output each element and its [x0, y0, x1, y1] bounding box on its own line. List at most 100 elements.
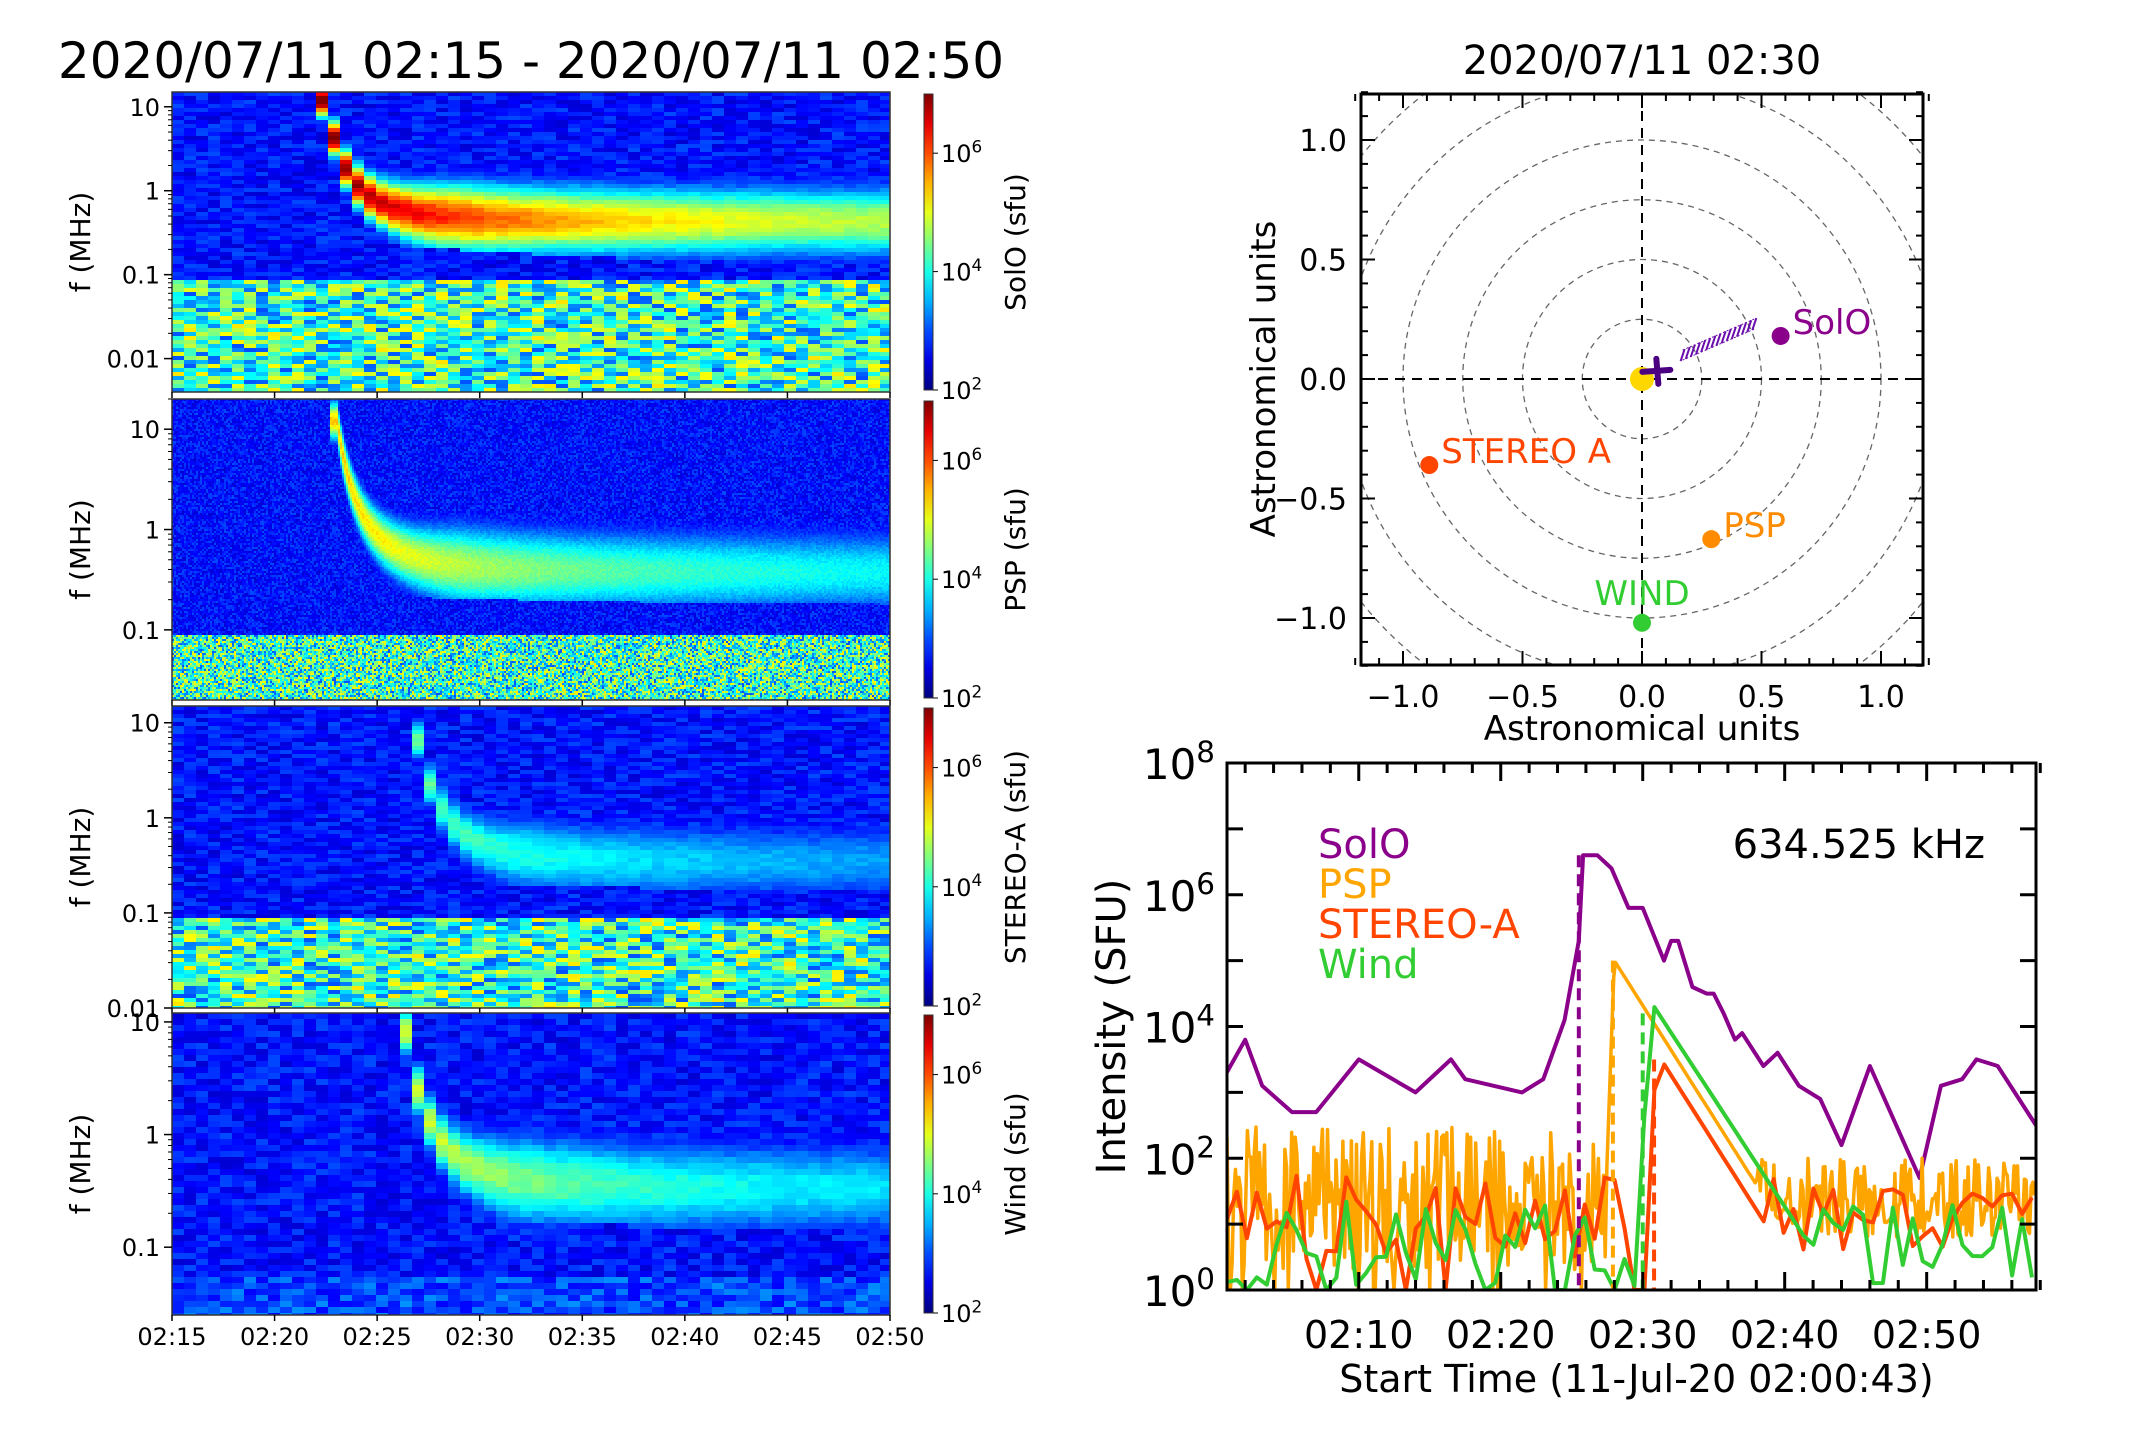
- source-track-hatch: [1679, 348, 1686, 362]
- y-tick-label: 108: [1143, 735, 1215, 789]
- source-track-hatch: [1746, 319, 1753, 333]
- colorbar-label: STEREO-A (sfu): [999, 750, 1032, 964]
- spacecraft-label: SolO: [1793, 303, 1872, 343]
- spectrogram-frame: [171, 91, 891, 393]
- legend-entry-psp: PSP: [1318, 862, 1392, 908]
- y-tick-label: 1: [145, 178, 160, 206]
- y-tick-label: 0.1: [122, 900, 160, 928]
- y-tick-label: 1: [145, 805, 160, 833]
- y-tick-label: 10: [129, 94, 160, 122]
- colorbar: [923, 400, 934, 699]
- x-tick-label: 02:45: [753, 1323, 822, 1351]
- x-tick-label: 02:30: [445, 1323, 514, 1351]
- y-tick-label: 10: [129, 1009, 160, 1037]
- colorbar-label: SolO (sfu): [999, 173, 1032, 311]
- legend-entry-wind: Wind: [1318, 942, 1419, 988]
- source-track-hatch: [1705, 337, 1712, 351]
- x-tick-label: 0.0: [1618, 680, 1666, 715]
- colorbar-tick-label: 104: [941, 255, 982, 287]
- x-tick-label: 02:30: [1588, 1313, 1698, 1357]
- y-axis-label: f (MHz): [64, 499, 97, 600]
- series-line-psp: [1227, 960, 2036, 1290]
- colorbar-label: Wind (sfu): [999, 1092, 1032, 1235]
- colorbar-tick-label: 106: [941, 1058, 982, 1090]
- x-tick-label: 02:15: [137, 1323, 206, 1351]
- x-axis-label: Astronomical units: [1484, 709, 1801, 749]
- source-track-hatch: [1730, 326, 1737, 340]
- x-tick-label: 02:20: [1446, 1313, 1556, 1357]
- source-track-hatch: [1689, 344, 1696, 357]
- source-track-hatch: [1700, 339, 1707, 353]
- y-tick-label: 0.01: [107, 995, 160, 1023]
- y-tick-label: −1.0: [1274, 602, 1347, 637]
- source-star-icon: [1639, 355, 1674, 387]
- spectrogram-psp: [172, 399, 890, 700]
- spacecraft-marker-psp: [1702, 530, 1721, 549]
- spectrogram-frame: [171, 705, 891, 1009]
- y-tick-label: 10: [129, 416, 160, 444]
- y-axis-label: f (MHz): [64, 192, 97, 293]
- spacecraft-label: STEREO A: [1441, 432, 1611, 472]
- x-tick-label: 02:20: [240, 1323, 309, 1351]
- colorbar-tick-label: 104: [941, 563, 982, 595]
- source-track-hatch: [1736, 324, 1742, 338]
- series-line-stereo-a: [1227, 1062, 2034, 1290]
- y-tick-label: 0.0: [1299, 363, 1347, 398]
- x-tick-label: 02:40: [650, 1323, 719, 1351]
- x-tick-label: 02:50: [855, 1323, 924, 1351]
- spacecraft-marker-stereo-a: [1420, 456, 1439, 475]
- y-axis-label: Astronomical units: [1244, 221, 1284, 538]
- y-tick-label: 0.1: [122, 1234, 160, 1262]
- x-tick-label: −0.5: [1486, 680, 1559, 715]
- y-tick-label: 102: [1143, 1130, 1215, 1184]
- y-tick-label: 1: [145, 1122, 160, 1150]
- spectrogram-title: 2020/07/11 02:15 - 2020/07/11 02:50: [58, 32, 1004, 90]
- x-axis-label: Start Time (11-Jul-20 02:00:43): [1339, 1357, 1933, 1401]
- y-tick-label: −0.5: [1274, 483, 1347, 518]
- spacecraft-label: WIND: [1594, 574, 1689, 614]
- spectrogram-stereo-a: [172, 706, 890, 1008]
- source-track-hatch: [1715, 333, 1722, 346]
- spacecraft-marker-wind: [1633, 613, 1651, 632]
- spectrogram-frame: [171, 1012, 891, 1316]
- intensity-plot: 100 102 104 106 108 02:10 02:20 02:30 02:40 02:50…: [1089, 735, 2042, 1401]
- y-tick-label: 1.0: [1299, 124, 1347, 159]
- colorbar: [923, 707, 934, 1007]
- colorbar-tick-label: 102: [941, 681, 982, 713]
- x-tick-label: 02:50: [1872, 1313, 1982, 1357]
- y-axis-label: f (MHz): [64, 1114, 97, 1215]
- legend-entry-stereo-a: STEREO-A: [1318, 902, 1520, 948]
- y-tick-label: 1: [145, 517, 160, 545]
- source-track-hatch: [1710, 335, 1717, 349]
- x-tick-label: 1.0: [1857, 680, 1905, 715]
- colorbar: [923, 93, 934, 391]
- y-tick-label: 0.1: [122, 262, 160, 290]
- y-tick-label: 106: [1143, 867, 1215, 921]
- x-tick-label: 02:25: [343, 1323, 412, 1351]
- spacecraft-marker-solo: [1771, 326, 1790, 345]
- orbit-title: 2020/07/11 02:30: [1463, 38, 1822, 84]
- x-tick-label: 02:10: [1304, 1313, 1414, 1357]
- source-track-hatch: [1684, 346, 1691, 360]
- colorbar: [923, 1014, 934, 1314]
- x-tick-label: −1.0: [1367, 680, 1440, 715]
- y-tick-label: 104: [1143, 999, 1215, 1053]
- frequency-annotation: 634.525 kHz: [1733, 822, 1985, 868]
- y-tick-label: 100: [1143, 1262, 1215, 1316]
- y-axis-label: f (MHz): [64, 807, 97, 908]
- y-tick-label: 10: [129, 710, 160, 738]
- colorbar-tick-label: 106: [941, 751, 982, 783]
- orbit-plot: −1.0 1.0 −0.5 0.5 0.0 0.0 0.5 −0.5 1.0 −1.0 Astron…: [1244, 91, 1930, 749]
- source-track-hatch: [1720, 331, 1727, 344]
- colorbar-tick-label: 106: [941, 137, 982, 169]
- spectrogram-solo: [172, 92, 890, 392]
- source-track-hatch: [1751, 317, 1758, 331]
- spectrogram-frame: [171, 398, 891, 701]
- x-tick-label: 02:35: [548, 1323, 617, 1351]
- source-track-hatch: [1741, 322, 1748, 335]
- source-track-edge: [1682, 318, 1755, 351]
- y-tick-label: 0.01: [107, 346, 160, 374]
- legend-entry-solo: SolO: [1318, 822, 1410, 868]
